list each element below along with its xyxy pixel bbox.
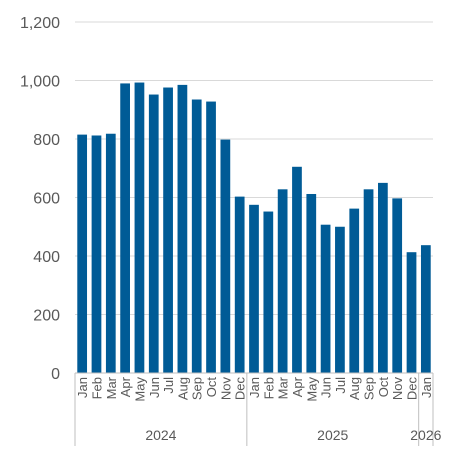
y-tick-label: 0 [51,366,60,383]
x-tick-label: Mar [276,376,291,399]
bar [378,182,388,373]
bar [105,133,116,373]
year-label: 2026 [410,427,441,443]
bar [277,189,288,373]
bar [263,211,274,373]
bar [249,204,259,373]
x-tick-label: Nov [390,377,405,401]
y-tick-label: 1,000 [20,74,60,91]
bar [177,84,188,373]
x-tick-label: Apr [118,376,133,397]
bar [163,87,173,374]
x-tick-label: May [304,377,319,402]
bar [148,94,159,373]
bars [77,82,431,374]
x-tick-label: Jan [247,377,262,398]
bar [120,83,130,374]
x-tick-label: Jul [161,377,176,394]
bar [191,99,202,373]
x-tick-label: Feb [261,377,276,399]
year-label: 2024 [145,427,176,443]
y-tick-label: 200 [33,308,60,325]
bar [363,189,374,373]
x-tick-label: Sep [190,377,205,400]
bar [406,252,417,373]
x-tick-label: Dec [233,377,248,401]
x-tick-label: Aug [347,377,362,400]
x-tick-label: Oct [376,377,391,398]
y-tick-label: 800 [33,132,60,149]
x-tick-label: Feb [89,377,104,399]
x-axis [74,372,434,446]
x-tick-label: Jul [333,377,348,394]
x-tick-label: Oct [204,377,219,398]
bar [134,82,145,374]
x-tick-label: Nov [218,377,233,401]
bar [320,224,331,373]
x-tick-label: Aug [175,377,190,400]
x-tick-label: Mar [104,376,119,399]
x-tick-label: Jun [319,377,334,398]
y-tick-label: 600 [33,191,60,208]
x-tick-label: Apr [290,376,305,397]
year-label: 2025 [317,427,348,443]
bar [392,198,403,373]
x-tick-label: May [132,377,147,402]
y-tick-label: 1,200 [20,15,60,32]
x-tick-label: Jan [75,377,90,398]
bar [91,135,102,373]
bar [292,166,302,373]
x-tick-label: Jun [147,377,162,398]
bar [220,139,231,373]
y-axis-tick-labels: 0 200 400 600 800 1,000 1,200 [20,15,60,383]
bar [234,196,245,373]
bar [306,193,317,373]
x-axis-month-labels: Jan Feb Mar Apr May Jun Jul Aug Sep Oct Nov Dec Jan F… [75,376,434,401]
bar [420,245,431,373]
x-tick-label: Dec [405,377,420,401]
x-axis-year-labels: 2024 2025 2026 [145,427,441,443]
bar [77,134,88,373]
bar [335,226,345,373]
y-tick-label: 400 [33,249,60,266]
x-tick-label: Jan [419,377,434,398]
bar [349,208,360,373]
x-tick-label: Sep [362,377,377,400]
bar [206,101,216,373]
